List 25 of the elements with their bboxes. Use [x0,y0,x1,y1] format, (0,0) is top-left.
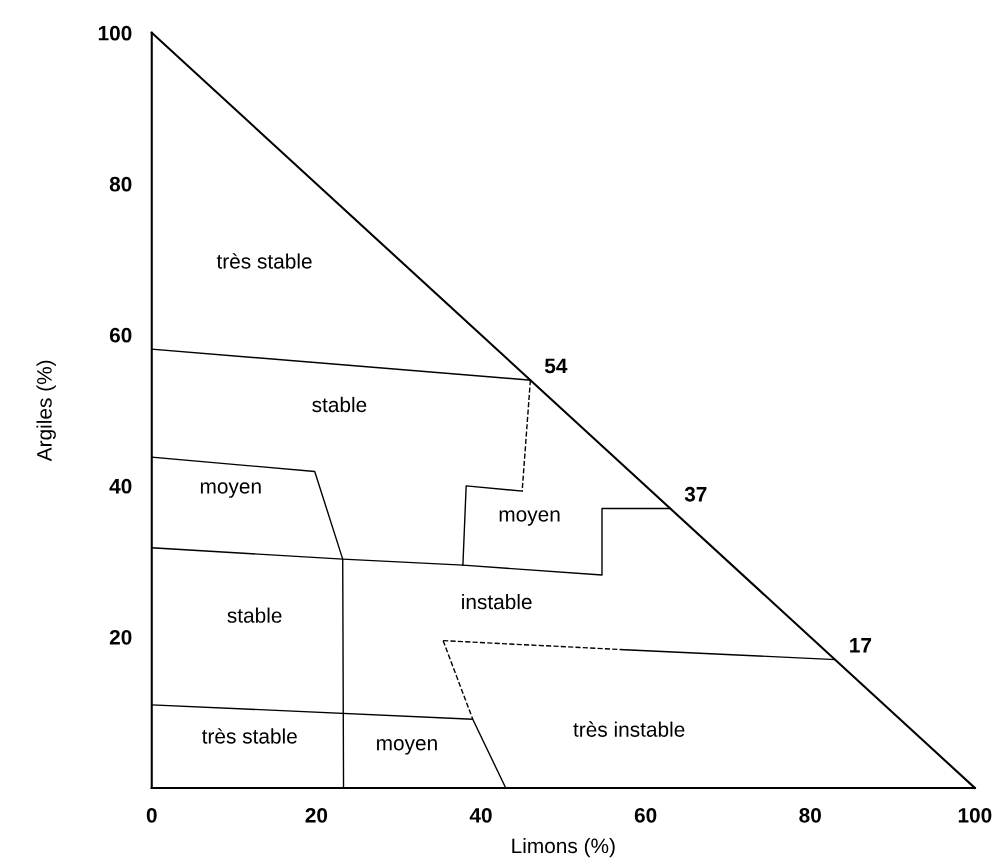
annotation: moyen [377,739,437,755]
x-tick-label: 100 [958,807,992,823]
y-tick-label: 40 [109,478,132,494]
x-axis-title: Limons (%) [512,837,615,858]
x-tick-label: 80 [799,807,821,823]
annotation: très stable [216,253,312,269]
y-tick-label: 20 [109,629,132,645]
y-tick-label: 80 [109,176,132,192]
annotation: très instable [573,721,685,737]
data-label: 54 [544,358,568,374]
annotation: stable [227,607,282,623]
annotation: très stable [201,728,297,744]
y-tick-label: 100 [98,25,132,41]
y-axis-title: Argiles (%) [36,360,56,462]
x-tick-label: 20 [305,807,328,823]
x-tick-label: 40 [469,807,492,823]
y-tick-label: 60 [109,327,132,343]
data-label: 17 [850,638,872,653]
x-tick-label: 60 [634,807,657,823]
annotation: stable [312,396,367,413]
annotation: moyen [499,510,560,526]
x-tick-label: 0 [146,807,157,823]
data-label: 37 [684,486,707,502]
annotation: instable [462,593,532,610]
annotation: moyen [200,482,261,498]
